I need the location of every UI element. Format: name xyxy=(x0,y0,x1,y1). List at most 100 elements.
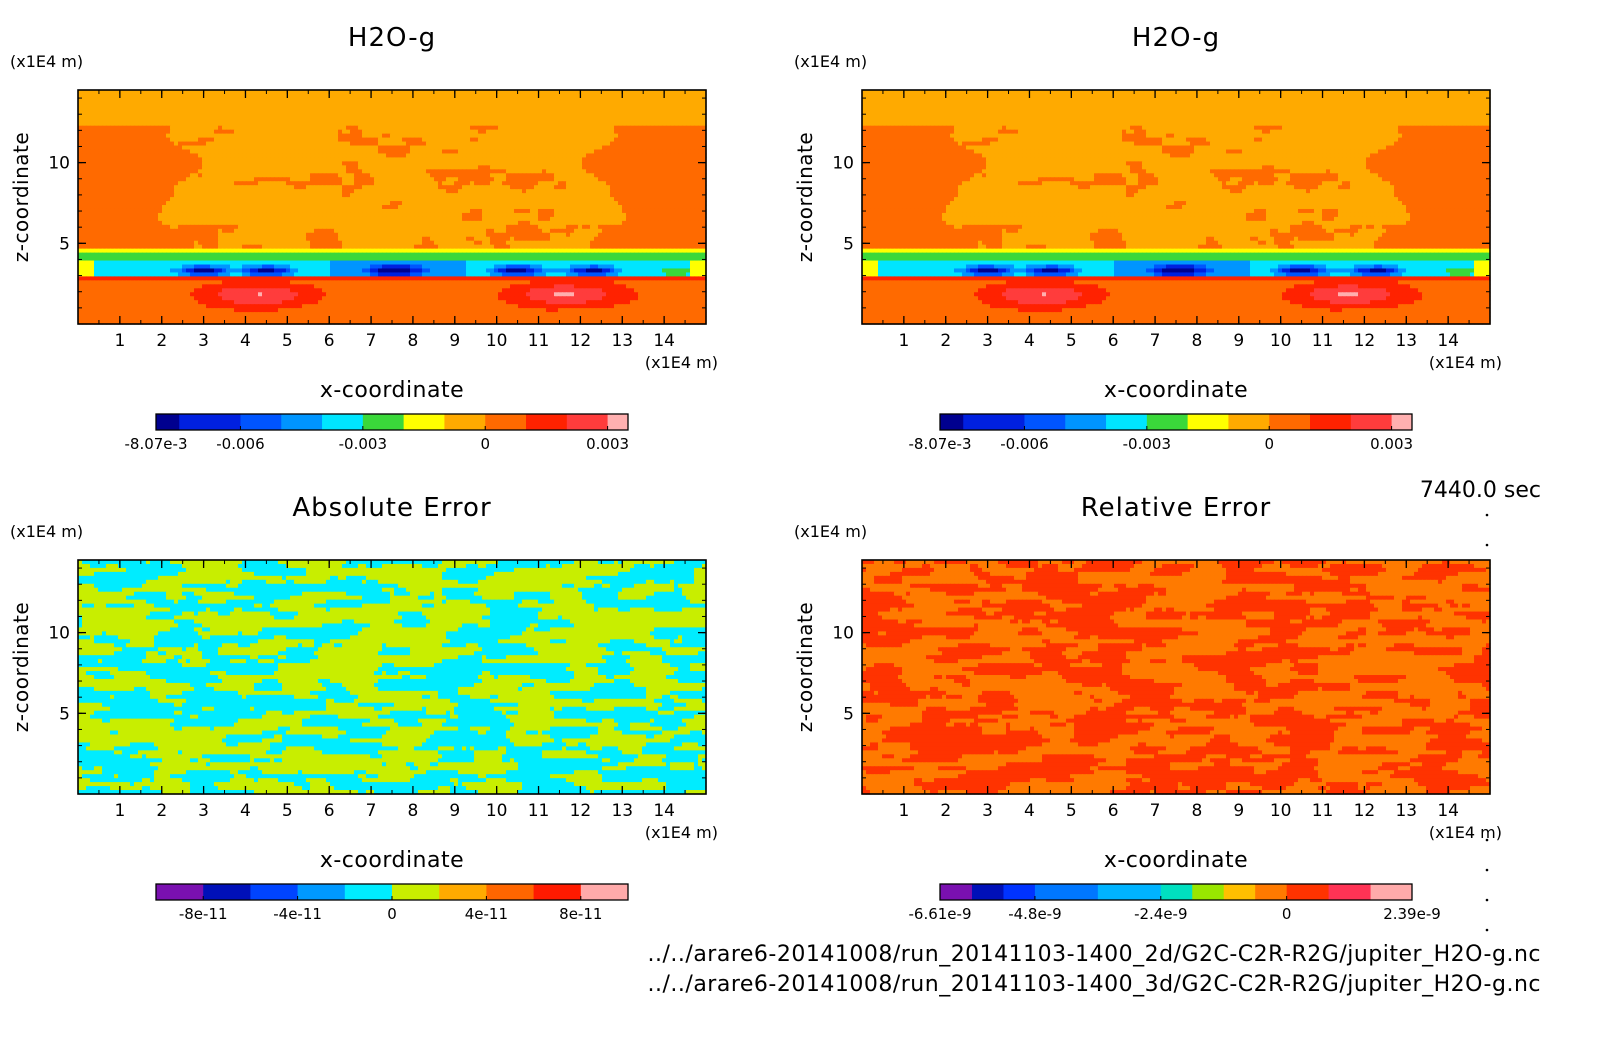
heatmap-cell xyxy=(494,138,499,143)
heatmap-cell xyxy=(694,98,699,103)
heatmap-cell xyxy=(326,94,331,99)
heatmap-cell xyxy=(390,110,395,115)
heatmap-cell xyxy=(298,102,303,107)
heatmap-cell xyxy=(410,106,415,111)
heatmap-cell xyxy=(582,146,587,151)
heatmap-cell xyxy=(434,142,439,147)
heatmap-cell xyxy=(630,126,635,131)
heatmap-cell xyxy=(274,94,279,99)
heatmap-cell xyxy=(102,102,107,107)
heatmap-cell xyxy=(686,94,691,99)
heatmap-cell xyxy=(490,126,495,131)
heatmap-cell xyxy=(162,106,167,111)
heatmap-cell xyxy=(698,94,703,99)
heatmap-cell xyxy=(122,149,127,154)
heatmap-cell xyxy=(674,130,679,135)
heatmap-cell xyxy=(318,94,323,99)
heatmap-cell xyxy=(418,102,423,107)
heatmap-cell xyxy=(126,130,131,135)
heatmap-cell xyxy=(222,149,227,154)
heatmap-cell xyxy=(302,149,307,154)
heatmap-cell xyxy=(438,142,443,147)
heatmap-cell xyxy=(450,157,455,162)
heatmap-cell xyxy=(314,102,319,107)
heatmap-cell xyxy=(678,98,683,103)
heatmap-cell xyxy=(190,153,195,158)
heatmap-cell xyxy=(606,130,611,135)
chart-title: H2O-g xyxy=(348,23,436,53)
heatmap-cell xyxy=(266,138,271,143)
heatmap-cell xyxy=(234,98,239,103)
heatmap-cell xyxy=(482,142,487,147)
heatmap-cell xyxy=(602,142,607,147)
heatmap-cell xyxy=(318,126,323,131)
heatmap-cell xyxy=(470,146,475,151)
heatmap-cell xyxy=(418,122,423,127)
heatmap-cell xyxy=(414,98,419,103)
heatmap-cell xyxy=(422,130,427,135)
heatmap-cell xyxy=(650,153,655,158)
heatmap-cell xyxy=(630,142,635,147)
heatmap-cell xyxy=(610,146,615,151)
heatmap-cell xyxy=(414,149,419,154)
heatmap-cell xyxy=(526,130,531,135)
heatmap-cell xyxy=(646,110,651,115)
heatmap-cell xyxy=(230,157,235,162)
heatmap-cell xyxy=(194,130,199,135)
heatmap-cell xyxy=(438,110,443,115)
heatmap-cell xyxy=(394,130,399,135)
heatmap-cell xyxy=(606,110,611,115)
heatmap-cell xyxy=(514,153,519,158)
heatmap-cell xyxy=(186,110,191,115)
heatmap-cell xyxy=(610,126,615,131)
heatmap-cell xyxy=(294,134,299,139)
heatmap-cell xyxy=(226,149,231,154)
heatmap-cell xyxy=(602,138,607,143)
heatmap-cell xyxy=(150,118,155,123)
heatmap-cell xyxy=(626,106,631,111)
heatmap-cell xyxy=(166,118,171,123)
heatmap-cell xyxy=(110,94,115,99)
heatmap-cell xyxy=(190,110,195,115)
heatmap-cell xyxy=(346,142,351,147)
heatmap-cell xyxy=(198,102,203,107)
heatmap-cell xyxy=(178,157,183,162)
heatmap-cell xyxy=(274,126,279,131)
heatmap-cell xyxy=(646,106,651,111)
heatmap-cell xyxy=(578,106,583,111)
heatmap-cell xyxy=(402,157,407,162)
heatmap-cell xyxy=(542,146,547,151)
heatmap-cell xyxy=(498,138,503,143)
heatmap-cell xyxy=(94,130,99,135)
heatmap-cell xyxy=(630,98,635,103)
heatmap-cell xyxy=(654,153,659,158)
heatmap-cell xyxy=(298,142,303,147)
heatmap-cell xyxy=(378,138,383,143)
heatmap-cell xyxy=(538,149,543,154)
heatmap-cell xyxy=(462,98,467,103)
heatmap-cell xyxy=(262,142,267,147)
heatmap-cell xyxy=(182,122,187,127)
heatmap-cell xyxy=(358,98,363,103)
heatmap-cell xyxy=(634,106,639,111)
heatmap-cell xyxy=(302,153,307,158)
heatmap-cell xyxy=(506,114,511,119)
heatmap-cell xyxy=(226,138,231,143)
heatmap-cell xyxy=(222,130,227,135)
heatmap-cell xyxy=(478,94,483,99)
heatmap-cell xyxy=(134,122,139,127)
heatmap-cell xyxy=(318,153,323,158)
heatmap-cell xyxy=(162,114,167,119)
heatmap-cell xyxy=(518,94,523,99)
heatmap-cell xyxy=(610,130,615,135)
heatmap-cell xyxy=(366,98,371,103)
heatmap-cell xyxy=(414,122,419,127)
heatmap-cell xyxy=(102,138,107,143)
heatmap-cell xyxy=(234,122,239,127)
heatmap-cell xyxy=(198,134,203,139)
heatmap-cell xyxy=(398,126,403,131)
heatmap-cell xyxy=(274,138,279,143)
heatmap-cell xyxy=(218,118,223,123)
heatmap-cell xyxy=(110,122,115,127)
heatmap-cell xyxy=(106,138,111,143)
